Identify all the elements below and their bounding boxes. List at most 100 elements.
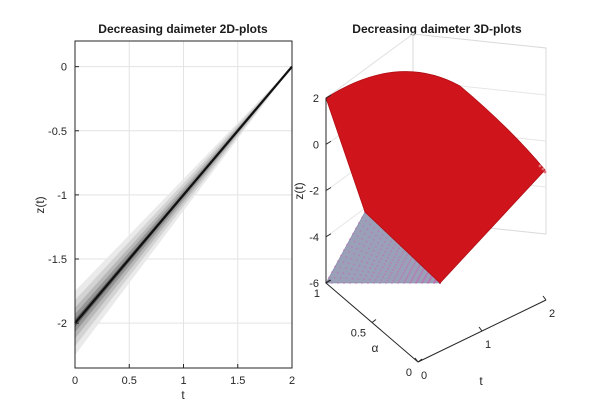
y-tick-label: -0.5 — [48, 126, 67, 138]
mesh-point — [353, 263, 355, 266]
z-tick-label: -6 — [309, 278, 319, 290]
mesh-point — [390, 250, 393, 253]
mesh-point — [366, 262, 368, 264]
mesh-point — [404, 268, 407, 270]
mesh-point — [407, 264, 409, 266]
mesh-point — [372, 271, 375, 274]
mesh-point — [384, 251, 386, 253]
mesh-point — [363, 278, 365, 281]
mesh-point — [386, 247, 388, 250]
mesh-point — [334, 265, 336, 268]
t-tick-label: 0 — [421, 370, 427, 382]
plot-3d-title: Decreasing daimeter 3D-plots — [352, 22, 522, 36]
mesh-point — [397, 270, 400, 273]
mesh-point — [331, 271, 333, 273]
mesh-point — [361, 216, 363, 219]
mesh-point — [387, 267, 389, 270]
alpha-tick — [371, 319, 377, 323]
mesh-point — [378, 272, 381, 275]
z-tick — [325, 187, 332, 191]
mesh-point — [392, 269, 394, 271]
mesh-point — [401, 263, 403, 266]
mesh-point — [382, 276, 385, 279]
mesh-point — [389, 274, 392, 277]
t-tick-label: 2 — [549, 308, 555, 320]
mesh-point — [368, 247, 370, 250]
mesh-point — [351, 245, 353, 248]
plot-3d-xlabel: t — [479, 374, 483, 388]
mesh-point — [363, 266, 366, 268]
plot-3d-ylabel: α — [372, 341, 379, 355]
mesh-point — [380, 269, 382, 272]
mesh-point — [383, 263, 386, 265]
mesh-point — [400, 276, 403, 278]
mesh-point — [375, 234, 377, 237]
mesh-point — [403, 270, 406, 272]
mesh-point — [345, 256, 348, 258]
mesh-point — [367, 282, 369, 284]
x-tick-label: 1.5 — [230, 375, 245, 387]
mesh-point — [408, 271, 411, 274]
mesh-point — [342, 261, 345, 264]
mesh-point — [350, 257, 353, 260]
mesh-point — [417, 266, 420, 269]
uncertainty-band — [75, 66, 292, 339]
mesh-point — [391, 282, 393, 284]
plot-3d: Decreasing daimeter 3D-plots — [292, 22, 555, 388]
mesh-point — [368, 236, 371, 238]
mesh-point — [383, 241, 386, 243]
mesh-point — [398, 268, 401, 271]
mesh-point — [355, 227, 357, 230]
mesh-point — [336, 271, 339, 274]
mesh-point — [389, 240, 392, 243]
mesh-point — [381, 233, 384, 236]
mesh-point — [380, 258, 383, 260]
mesh-point — [356, 235, 359, 238]
mesh-point — [383, 273, 386, 276]
uncertainty-band — [75, 66, 292, 356]
mesh-point — [396, 272, 398, 275]
mesh-point — [387, 256, 389, 259]
mesh-point — [380, 279, 383, 281]
mesh-point — [392, 279, 395, 282]
mesh-point — [350, 268, 353, 271]
mesh-point — [402, 272, 405, 274]
mesh-point — [402, 261, 405, 264]
mesh-point — [405, 266, 408, 268]
uncertainty-band — [75, 66, 292, 333]
mesh-point — [359, 274, 362, 276]
mesh-point — [406, 254, 409, 257]
mesh-point — [373, 226, 376, 229]
mesh-point — [385, 270, 388, 273]
x-tick-label: 0.5 — [122, 375, 137, 387]
mesh-point — [370, 253, 373, 256]
mesh-point — [393, 266, 396, 269]
mesh-point — [363, 245, 366, 248]
mesh-point — [373, 282, 375, 284]
mesh-point — [403, 282, 405, 284]
mesh-point — [415, 270, 418, 273]
mesh-point — [370, 275, 373, 277]
z-tick-label: -2 — [309, 186, 319, 198]
t-tick — [414, 357, 419, 363]
mesh-point — [393, 277, 396, 280]
mesh-point — [391, 259, 394, 261]
mesh-point — [397, 258, 400, 261]
mesh-point — [410, 258, 413, 260]
mesh-point — [399, 256, 402, 258]
plot-2d: Decreasing daimeter 2D-plots 0 0.5 1 1.5 2 0 -… — [33, 22, 295, 402]
mesh-point — [409, 260, 412, 262]
mesh-point — [345, 267, 347, 270]
mesh-point — [388, 253, 391, 256]
mesh-point — [333, 276, 336, 279]
mesh-point — [413, 274, 415, 277]
mesh-point — [355, 247, 358, 250]
plot-3d-ticks: 2 0 -2 -4 -6 0 0.5 1 0 1 2 — [309, 93, 555, 382]
mesh-point — [360, 260, 363, 263]
mesh-point — [382, 254, 385, 257]
mesh-point — [355, 282, 357, 284]
mesh-point — [355, 259, 358, 261]
mesh-point — [363, 256, 366, 258]
mesh-point — [418, 264, 421, 267]
mesh-point — [378, 261, 381, 264]
